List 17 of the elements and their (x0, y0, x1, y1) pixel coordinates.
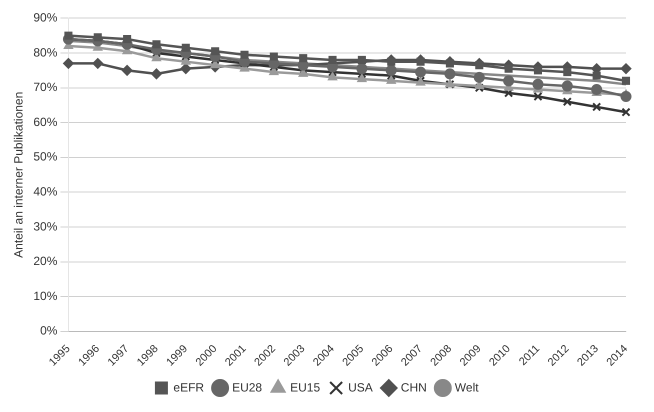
legend-label: CHN (400, 380, 427, 394)
y-tick-label: 20% (33, 254, 58, 268)
legend-label: Welt (454, 380, 480, 394)
y-tick-label: 60% (33, 114, 58, 129)
y-tick-label: 30% (33, 219, 58, 234)
y-axis-title: Anteil an interner Publikationen (12, 92, 26, 258)
legend-label: USA (348, 380, 373, 394)
y-tick-label: 90% (33, 10, 58, 25)
legend-label: EU28 (232, 380, 262, 394)
legend-label: eEFR (173, 380, 204, 394)
legend-label: EU15 (290, 380, 320, 394)
y-tick-label: 80% (33, 45, 58, 60)
y-tick-label: 70% (33, 80, 58, 94)
y-tick-label: 0% (40, 324, 58, 338)
y-tick-label: 40% (33, 184, 58, 198)
y-tick-label: 10% (33, 288, 58, 303)
y-tick-label: 50% (33, 150, 58, 164)
